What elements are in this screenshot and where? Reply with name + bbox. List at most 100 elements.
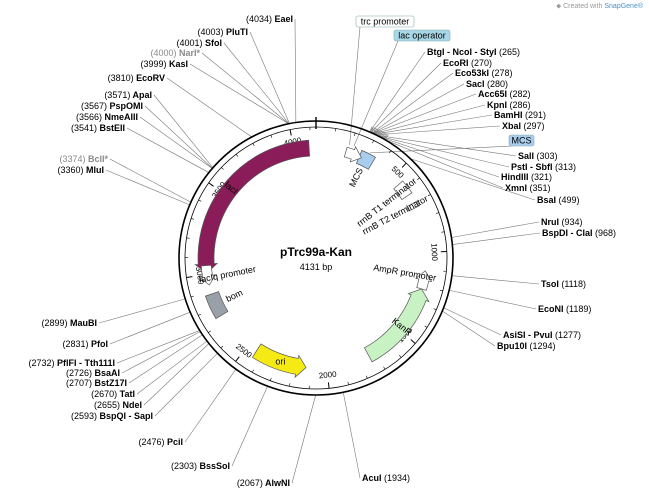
site-position: (2726) <box>66 368 92 378</box>
restriction-site-label[interactable]: (3360) MluI <box>57 165 104 175</box>
leader-line <box>190 64 289 124</box>
site-position: (3360) <box>57 165 83 175</box>
restriction-site-label[interactable]: BsaI (499) <box>537 195 580 205</box>
tick-mark <box>198 314 201 315</box>
restriction-site-label[interactable]: Eco53kI (278) <box>455 68 513 78</box>
tick-mark <box>209 183 214 186</box>
restriction-site-label[interactable]: (3567) PspOMI <box>81 101 143 111</box>
restriction-site-label[interactable]: (2593) BspQI - SapI <box>71 411 153 421</box>
restriction-site-label[interactable]: (3999) KasI <box>140 59 188 69</box>
site-enzyme: BssSoI <box>197 461 230 471</box>
restriction-site-label[interactable]: KpnI (286) <box>487 100 531 110</box>
leader-line <box>452 276 539 284</box>
site-enzyme: TatI <box>117 389 135 399</box>
tick-mark <box>411 340 416 344</box>
mcs-tag[interactable]: MCS <box>509 135 534 146</box>
restriction-site-label[interactable]: NruI (934) <box>541 217 583 227</box>
restriction-site-label[interactable]: (2732) PflFI - Tth111I <box>28 358 115 368</box>
site-position: (2707) <box>66 378 92 388</box>
restriction-site-label[interactable]: PstI - SbfI (313) <box>511 162 576 172</box>
tick-label: 2500 <box>234 342 254 360</box>
site-position: (3810) <box>108 73 134 83</box>
restriction-site-label[interactable]: HindIII (321) <box>501 172 552 182</box>
site-enzyme: EcoRV <box>134 73 165 83</box>
restriction-site-label[interactable]: AcuI (1934) <box>362 473 410 483</box>
restriction-site-label[interactable]: SacI (280) <box>466 79 508 89</box>
site-enzyme: MauBI <box>67 318 97 328</box>
feature-ampr-promoter[interactable]: AmpR promoter <box>373 262 437 290</box>
feature-bom-label: bom <box>224 287 244 303</box>
restriction-site-label[interactable]: (3374) BclI* <box>59 154 108 164</box>
restriction-site-label[interactable]: (4001) SfoI <box>176 38 222 48</box>
feature-kanr[interactable]: KanR <box>364 289 428 362</box>
site-position: (303) <box>537 151 558 161</box>
trc-promoter-tag[interactable]: trc promoter <box>356 16 414 27</box>
leader-line <box>202 53 289 124</box>
restriction-site-label[interactable]: SalI (303) <box>518 151 558 161</box>
mcs-tag-text: MCS <box>512 136 532 146</box>
site-position: (282) <box>510 89 531 99</box>
restriction-site-label[interactable]: BspDI - ClaI (968) <box>542 228 616 238</box>
site-enzyme: SacI <box>466 79 487 89</box>
lac-operator-tag[interactable]: lac operator <box>394 30 450 41</box>
trc-promoter-tag-text: trc promoter <box>361 17 410 27</box>
restriction-site-label[interactable]: BamHI (291) <box>494 110 546 120</box>
site-position: (270) <box>471 58 492 68</box>
restriction-site-label[interactable]: Acc65I (282) <box>478 89 531 99</box>
leader-line <box>250 32 289 124</box>
restriction-site-label[interactable]: (3810) EcoRV <box>108 73 165 83</box>
restriction-site-label[interactable]: TsoI (1118) <box>541 279 586 289</box>
restriction-site-label[interactable]: (2655) NdeI <box>94 400 142 410</box>
restriction-site-label[interactable]: (4000) NarI* <box>150 48 200 58</box>
restriction-site-label[interactable]: XbaI (297) <box>502 121 545 131</box>
restriction-site-label[interactable]: (2670) TatI <box>91 389 135 399</box>
restriction-site-label[interactable]: (2067) AlwNI <box>237 478 290 488</box>
feature-laciq-promoter[interactable]: lacIq promoter <box>198 264 256 285</box>
site-enzyme: MluI <box>84 165 105 175</box>
restriction-site-label[interactable]: EcoRI (270) <box>443 58 492 68</box>
tick-mark <box>436 213 439 214</box>
restriction-site-label[interactable]: (4034) EaeI <box>246 14 293 24</box>
site-position: (1934) <box>384 473 410 483</box>
restriction-site-label[interactable]: BtgI - NcoI - StyI (265) <box>427 47 520 57</box>
leader-line <box>129 335 203 383</box>
tick-mark <box>425 326 428 328</box>
restriction-site-label[interactable]: EcoNI (1189) <box>538 304 591 314</box>
leader-line <box>371 63 441 132</box>
credit-brand: SnapGene® <box>604 3 643 10</box>
restriction-site-label[interactable]: (2303) BssSoI <box>171 461 230 471</box>
site-enzyme: EaeI <box>272 14 293 24</box>
leader-line <box>167 78 252 137</box>
tick-mark <box>441 232 444 233</box>
site-enzyme: BsaAI <box>92 368 120 378</box>
site-enzyme: PflFI - Tth111I <box>54 358 115 368</box>
tick-mark <box>328 382 329 388</box>
site-position: (2476) <box>138 437 164 447</box>
restriction-site-label[interactable]: (4003) PluTI <box>197 27 248 37</box>
restriction-site-label[interactable]: (3541) BstEII <box>71 123 125 133</box>
tick-mark <box>434 309 437 310</box>
restriction-site-label[interactable]: Bpu10I (1294) <box>497 341 556 351</box>
site-enzyme: BspDI - ClaI <box>542 228 595 238</box>
restriction-site-label[interactable]: (2899) MauBI <box>41 318 97 328</box>
tick-mark <box>221 167 223 169</box>
restriction-site-label[interactable]: (2707) BstZ17I <box>66 378 127 388</box>
feature-ori[interactable]: ori <box>252 344 306 377</box>
leader-line <box>185 369 236 442</box>
site-enzyme: SfoI <box>203 38 223 48</box>
site-enzyme: BstZ17I <box>92 378 127 388</box>
site-enzyme: SalI <box>518 151 537 161</box>
tick-mark <box>253 143 254 146</box>
site-enzyme: Acc65I <box>478 89 510 99</box>
restriction-site-label[interactable]: AsiSI - PvuI (1277) <box>503 330 581 340</box>
restriction-site-label[interactable]: (2476) PciI <box>138 437 183 447</box>
restriction-site-label[interactable]: (3566) NmeAIII <box>76 112 138 122</box>
restriction-site-label[interactable]: (3571) ApaI <box>104 90 152 100</box>
feature-bom[interactable]: bom <box>205 287 244 318</box>
leader-line <box>122 331 200 373</box>
restriction-site-label[interactable]: (2726) BsaAI <box>66 368 120 378</box>
restriction-site-label[interactable]: XmnI (351) <box>505 183 551 193</box>
site-position: (278) <box>492 68 513 78</box>
restriction-site-label[interactable]: (2831) PfoI <box>62 339 108 349</box>
